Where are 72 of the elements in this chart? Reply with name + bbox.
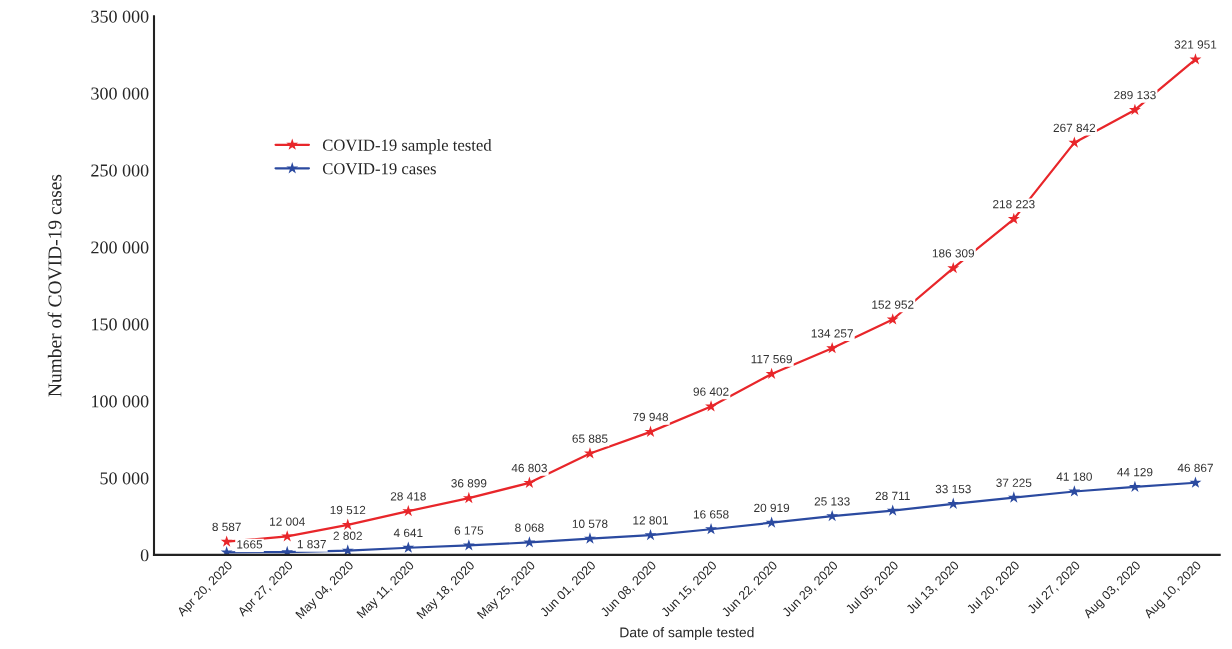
point	[220, 535, 233, 547]
data-label: 152 952	[872, 300, 914, 309]
point	[1068, 485, 1081, 497]
data-label: 44 129	[1117, 467, 1153, 477]
data-label: 10 578	[572, 519, 608, 528]
point	[402, 541, 415, 553]
data-label: 8 068	[515, 523, 544, 532]
point	[644, 425, 657, 437]
data-label: 267 842	[1053, 123, 1096, 132]
y-tick-label: 250 000	[91, 164, 149, 177]
point	[281, 545, 294, 555]
data-label: 12 004	[270, 517, 305, 526]
point	[886, 504, 899, 516]
point	[1007, 491, 1020, 503]
legend-label: COVID-19 cases	[322, 163, 436, 175]
y-tick-label: 200 000	[91, 241, 149, 254]
point	[523, 536, 536, 548]
point	[1189, 476, 1202, 488]
data-label: 25 133	[814, 497, 850, 506]
data-label: 37 225	[996, 478, 1032, 487]
data-label: 117 569	[751, 354, 792, 364]
data-label: 1 837	[297, 539, 326, 549]
point	[765, 367, 778, 380]
data-label: 96 402	[693, 387, 729, 396]
y-tick-label: 150 000	[92, 318, 149, 331]
data-label: 218 223	[993, 200, 1035, 209]
point	[1007, 212, 1020, 225]
point	[462, 539, 475, 551]
data-label: 321 951	[1174, 40, 1217, 49]
data-label: 28 418	[390, 492, 426, 501]
data-label: 12 801	[633, 516, 668, 525]
point	[281, 530, 294, 542]
point	[826, 509, 839, 522]
data-label: 41 180	[1056, 472, 1092, 481]
data-label: 19 512	[330, 505, 366, 515]
data-label: 289 133	[1114, 90, 1156, 100]
point	[644, 528, 657, 541]
data-label: 36 899	[451, 479, 487, 488]
data-label: 65 885	[572, 434, 608, 443]
y-tick-label: 100 000	[92, 395, 149, 408]
data-label: 2 802	[333, 531, 362, 540]
point	[826, 342, 839, 354]
y-tick-label: 50 000	[100, 472, 149, 485]
y-tick-label: 300 000	[91, 87, 149, 100]
data-label: 134 257	[811, 329, 853, 338]
data-label: 46 803	[511, 463, 547, 473]
point	[765, 516, 778, 528]
point	[947, 497, 960, 509]
data-label: 33 153	[935, 484, 971, 494]
data-label: 20 919	[754, 503, 790, 513]
point	[1128, 480, 1141, 493]
data-label: 8 587	[212, 522, 241, 532]
point	[705, 523, 717, 535]
point	[1189, 53, 1202, 65]
point	[1128, 103, 1141, 115]
y-tick-label: 0	[140, 549, 149, 562]
data-label: 28 711	[875, 491, 910, 501]
data-label: 186 309	[932, 249, 975, 258]
data-label: 1665	[237, 540, 263, 549]
point	[947, 261, 960, 274]
y-axis-title: Number of COVID-19 cases	[47, 174, 62, 397]
data-label: 16 658	[693, 510, 729, 519]
point	[523, 476, 536, 488]
y-tick-label: 350 000	[91, 10, 149, 23]
data-label: 6 175	[454, 526, 484, 535]
point	[341, 544, 354, 555]
legend-label: COVID-19 sample tested	[322, 139, 492, 155]
point	[1068, 136, 1081, 148]
data-label: 4 641	[393, 528, 423, 538]
x-axis-title: Date of sample tested	[620, 627, 754, 641]
data-label: 46 867	[1177, 463, 1213, 473]
data-label: 79 948	[633, 412, 669, 422]
